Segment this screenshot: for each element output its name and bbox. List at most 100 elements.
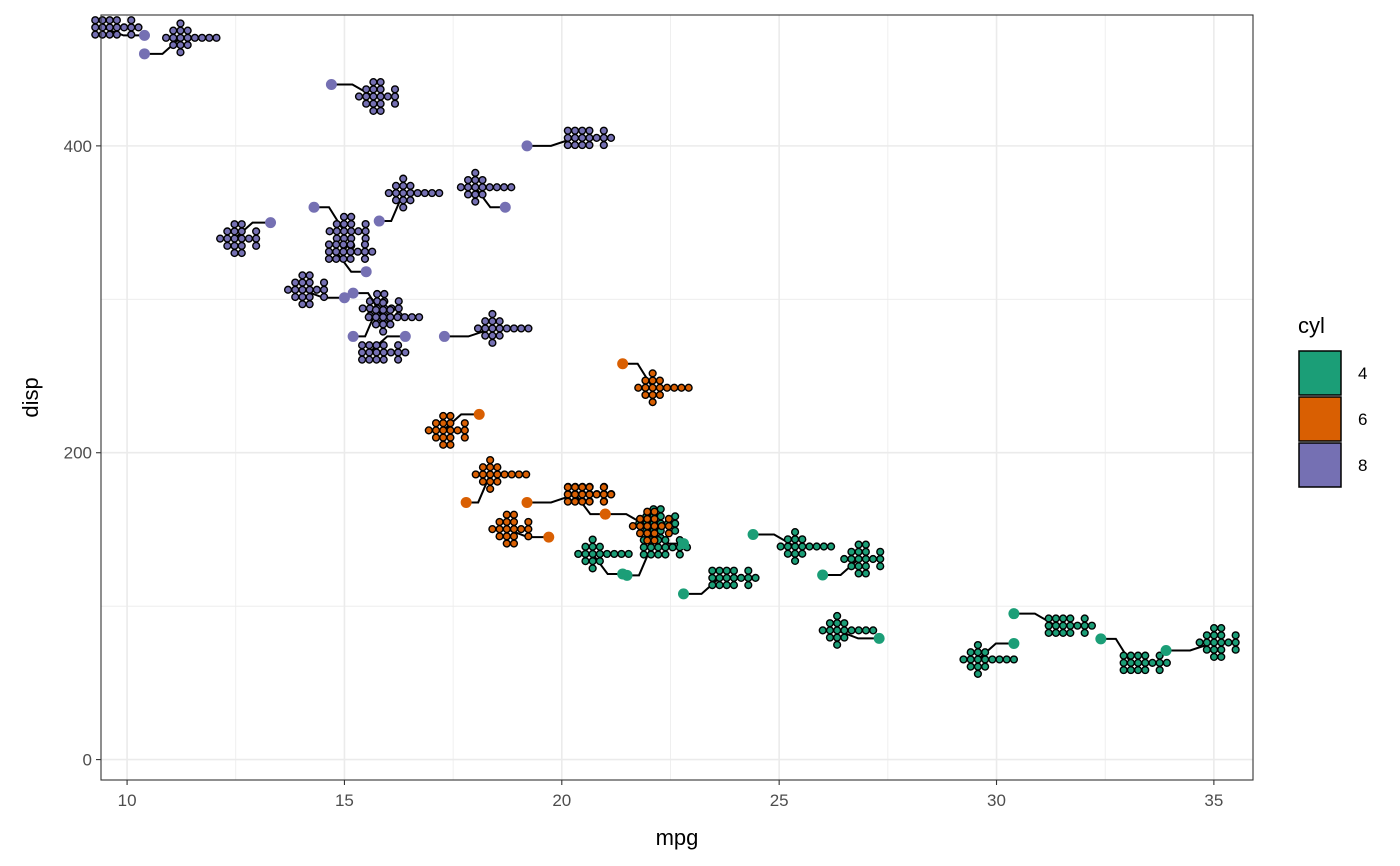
cluster-dot — [599, 133, 608, 142]
cluster-dot — [1066, 628, 1075, 637]
data-point — [265, 217, 277, 229]
cluster-dot — [988, 655, 997, 664]
cluster-dot — [1080, 628, 1089, 637]
cluster-dot — [339, 212, 349, 221]
cluster-dot — [1044, 621, 1053, 630]
glyph-cluster — [456, 168, 516, 209]
cluster-dot — [431, 419, 441, 428]
cluster-dot — [833, 633, 842, 642]
cluster-dot — [439, 433, 448, 442]
cluster-dot — [650, 507, 659, 516]
cluster-dot — [439, 411, 448, 421]
glyph-cluster — [1100, 637, 1171, 675]
data-point — [308, 201, 320, 213]
cluster-dot — [588, 557, 597, 566]
cluster-dot — [783, 542, 792, 551]
cluster-dot — [840, 619, 849, 628]
cluster-dot — [485, 183, 494, 192]
cluster-dot — [973, 640, 983, 650]
cluster-dot — [439, 419, 448, 428]
cluster-dot — [427, 188, 437, 198]
cluster-dot — [361, 227, 370, 236]
cluster-dot — [981, 655, 990, 664]
x-tick-label: 35 — [1204, 791, 1223, 810]
glyph-cluster — [822, 540, 885, 578]
cluster-dot — [493, 477, 502, 486]
cluster-dot — [729, 580, 739, 590]
cluster-dot — [1133, 658, 1143, 667]
data-point — [347, 330, 359, 342]
cluster-dot — [578, 140, 587, 150]
cluster-dot — [488, 317, 497, 326]
cluster-dot — [524, 532, 533, 541]
cluster-dot — [376, 92, 385, 101]
cluster-dot — [570, 133, 580, 142]
cluster-dot — [371, 305, 381, 315]
data-point — [617, 358, 629, 370]
cluster-dot — [399, 196, 408, 205]
cluster-dot — [324, 240, 334, 249]
cluster-dot — [169, 26, 178, 35]
cluster-dot — [401, 348, 410, 357]
cluster-dot — [624, 549, 633, 559]
cluster-dot — [1224, 638, 1233, 647]
cluster-dot — [223, 227, 232, 236]
glyph-cluster — [1013, 612, 1097, 637]
cluster-dot — [237, 234, 246, 243]
cluster-dot — [347, 212, 356, 221]
cluster-dot — [369, 99, 378, 108]
data-point — [747, 529, 759, 541]
cluster-dot — [478, 190, 487, 199]
cluster-dot — [861, 547, 870, 556]
cluster-dot — [966, 648, 975, 657]
cluster-dot — [386, 305, 395, 315]
cluster-dot — [495, 317, 504, 326]
cluster-dot — [379, 355, 388, 364]
data-point — [599, 508, 611, 520]
cluster-dot — [446, 433, 455, 442]
cluster-dot — [1141, 651, 1150, 660]
cluster-dot — [670, 383, 679, 392]
data-point — [617, 568, 629, 580]
cluster-dot — [599, 126, 608, 135]
cluster-dot — [393, 313, 402, 322]
cluster-dot — [230, 241, 239, 250]
y-tick-label: 200 — [64, 444, 92, 463]
cluster-dot — [563, 483, 572, 492]
cluster-dot — [507, 470, 516, 479]
cluster-dot — [722, 580, 731, 590]
cluster-dot — [617, 549, 626, 559]
cluster-dot — [495, 525, 504, 534]
cluster-dot — [386, 313, 395, 322]
cluster-dot — [176, 33, 185, 42]
glyph-cluster — [1166, 624, 1240, 662]
cluster-dot — [298, 271, 307, 280]
cluster-dot — [585, 126, 594, 135]
cluster-dot — [854, 547, 863, 556]
cluster-dot — [244, 234, 254, 243]
cluster-dot — [790, 542, 800, 551]
cluster-dot — [650, 529, 659, 538]
cluster-dot — [790, 549, 800, 558]
cluster-dot — [502, 510, 511, 519]
cluster-dot — [798, 542, 807, 551]
cluster-dot — [127, 23, 136, 32]
x-tick-label: 10 — [118, 791, 137, 810]
cluster-dot — [353, 247, 362, 256]
cluster-dot — [715, 573, 724, 582]
cluster-dot — [324, 247, 334, 256]
cluster-dot — [379, 305, 388, 315]
cluster-dot — [959, 655, 968, 664]
cluster-dot — [1044, 614, 1053, 623]
cluster-dot — [394, 297, 403, 306]
legend-label-8: 8 — [1358, 456, 1367, 475]
cluster-dot — [127, 16, 136, 25]
cluster-dot — [684, 383, 693, 392]
cluster-dot — [722, 566, 731, 575]
cluster-dot — [360, 247, 370, 256]
cluster-dot — [840, 554, 849, 564]
cluster-dot — [391, 181, 401, 190]
data-point — [873, 632, 885, 644]
cluster-dot — [563, 490, 572, 499]
cluster-dot — [1051, 621, 1061, 630]
